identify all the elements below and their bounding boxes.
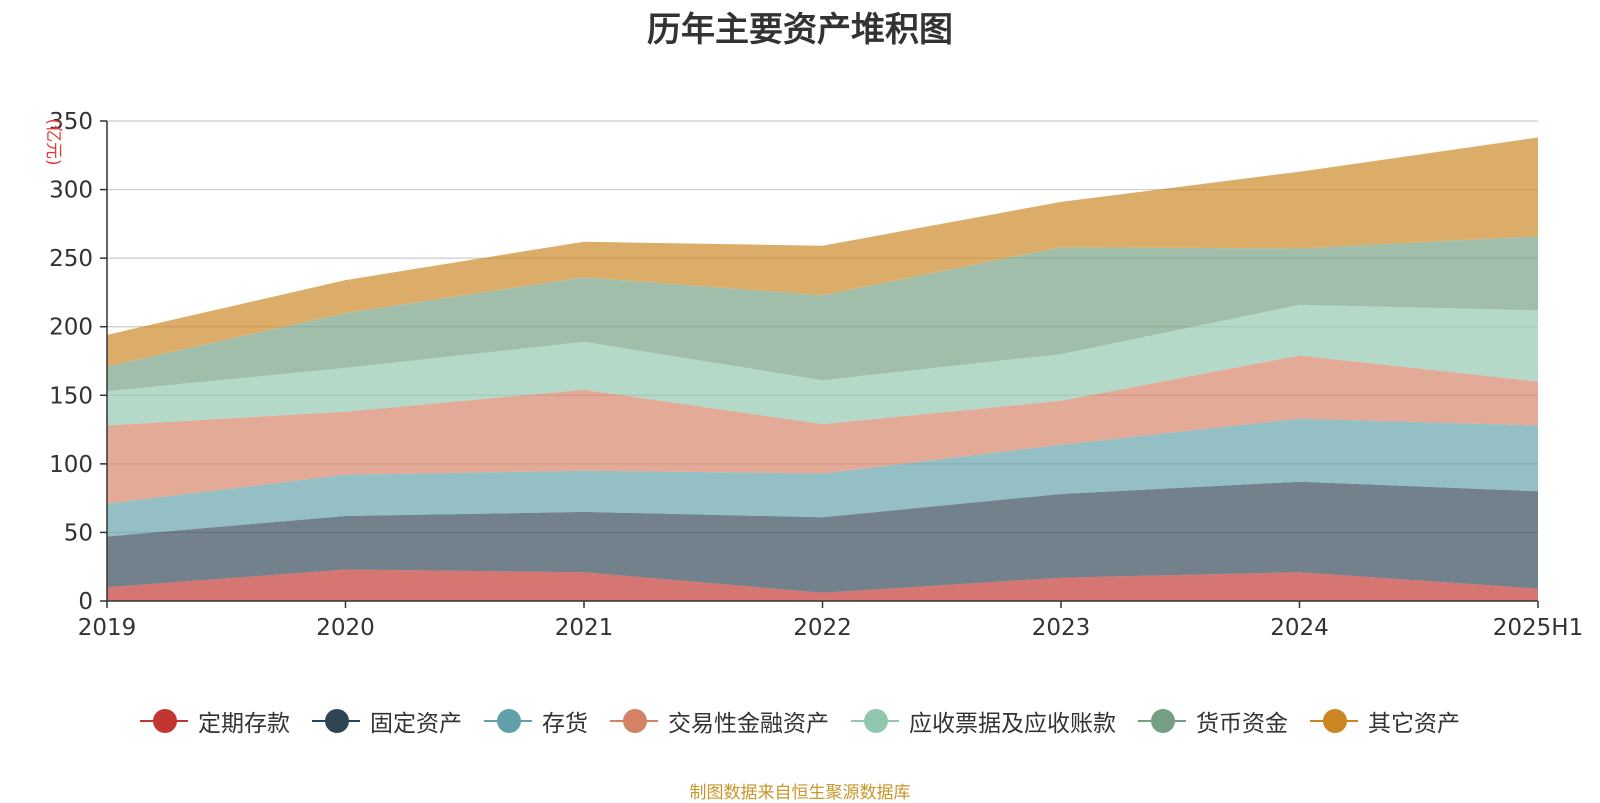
legend-item-6[interactable]: 货币资金 — [1138, 704, 1288, 738]
x-tick-label: 2023 — [1032, 615, 1091, 641]
legend-label: 存货 — [542, 711, 588, 737]
x-tick-label: 2020 — [316, 615, 375, 641]
x-tick-label: 2022 — [793, 615, 852, 641]
y-tick-label: 250 — [49, 246, 93, 272]
legend-marker — [1310, 708, 1358, 734]
area-series-6 — [107, 236, 1538, 392]
legend-item-4[interactable]: 交易性金融资产 — [610, 704, 829, 738]
y-tick-label: 300 — [49, 178, 93, 204]
legend-label: 其它资产 — [1368, 711, 1460, 737]
x-tick-label: 2019 — [78, 615, 137, 641]
x-tick-label: 2025H1 — [1493, 615, 1583, 641]
legend-marker — [312, 708, 360, 734]
legend-item-5[interactable]: 应收票据及应收账款 — [851, 704, 1116, 738]
area-series-3 — [107, 418, 1538, 537]
y-tick-label: 100 — [49, 452, 93, 478]
y-axis-unit-label: (亿元) — [43, 118, 63, 165]
legend-item-7[interactable]: 其它资产 — [1310, 704, 1460, 738]
legend-item-1[interactable]: 定期存款 — [140, 704, 290, 738]
area-series-7 — [107, 137, 1538, 367]
legend-label: 交易性金融资产 — [668, 711, 829, 737]
y-tick-label: 0 — [78, 589, 93, 615]
area-series-2 — [107, 481, 1538, 593]
x-tick-label: 2024 — [1270, 615, 1329, 641]
area-series-1 — [107, 569, 1538, 601]
legend-label: 定期存款 — [198, 711, 290, 737]
legend-marker — [140, 708, 188, 734]
area-series — [107, 137, 1538, 601]
legend-label: 固定资产 — [370, 711, 462, 737]
chart-legend: 定期存款 固定资产 存货 交易性金融资产 应收票据及应收账款 货币资金 其它资产 — [0, 704, 1600, 738]
legend-label: 应收票据及应收账款 — [909, 711, 1116, 737]
data-source-note: 制图数据来自恒生聚源数据库 — [689, 783, 911, 803]
legend-item-3[interactable]: 存货 — [484, 704, 588, 738]
x-tick-label: 2021 — [555, 615, 614, 641]
y-tick-label: 50 — [64, 520, 93, 546]
chart-title: 历年主要资产堆积图 — [647, 10, 953, 50]
legend-marker — [484, 708, 532, 734]
legend-label: 货币资金 — [1196, 711, 1288, 737]
legend-marker — [1138, 708, 1186, 734]
legend-marker — [851, 708, 899, 734]
area-series-5 — [107, 304, 1538, 426]
area-series-4 — [107, 355, 1538, 504]
y-tick-label: 200 — [49, 315, 93, 341]
legend-item-2[interactable]: 固定资产 — [312, 704, 462, 738]
legend-marker — [610, 708, 658, 734]
y-tick-label: 150 — [49, 383, 93, 409]
y-tick-label: 350 — [49, 109, 93, 135]
axes: 0 50 100 150 200 250 300 350 2019 2020 2021 2022 202… — [49, 109, 1583, 641]
